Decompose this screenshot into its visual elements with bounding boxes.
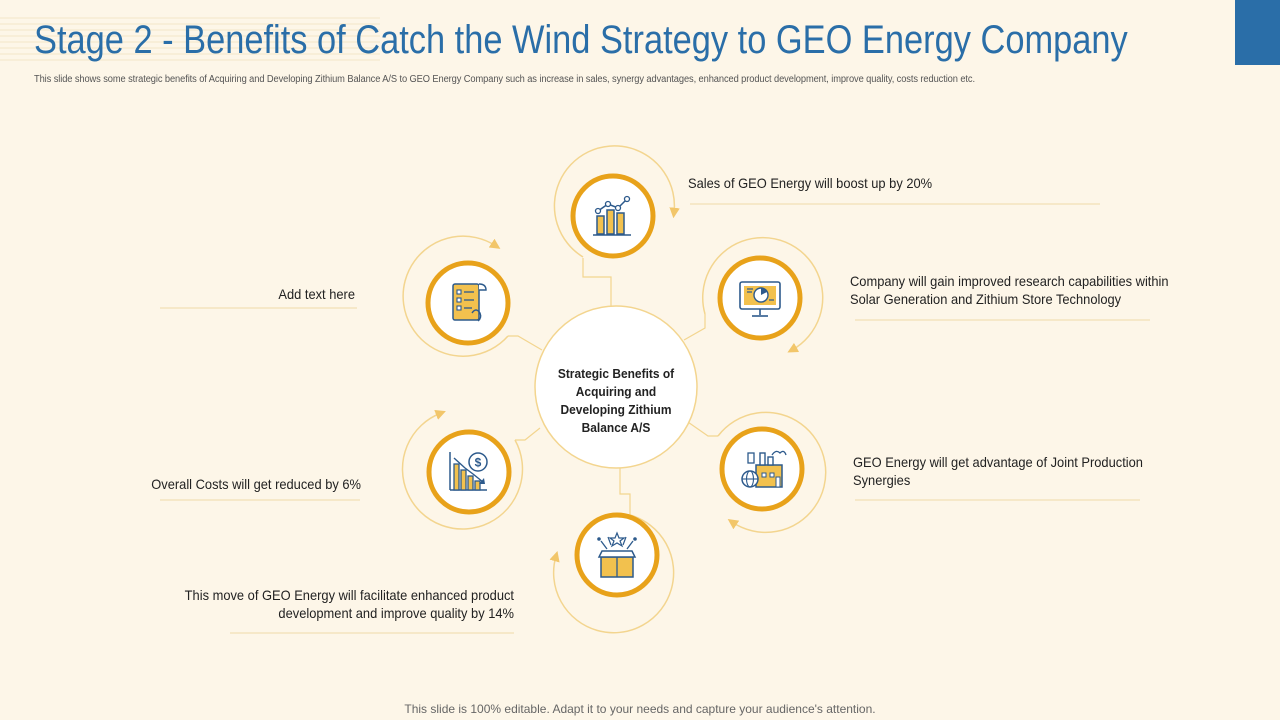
- arc-top: [553, 145, 680, 258]
- title-decoration: [0, 14, 380, 64]
- arc-top-left: [402, 235, 509, 357]
- svg-text:$: $: [475, 456, 482, 470]
- node-bottom-left: [426, 429, 512, 515]
- arc-bottom-right: [717, 411, 827, 534]
- center-circle: [534, 305, 698, 469]
- connector-bottom: [619, 466, 631, 515]
- connector-top: [582, 258, 612, 306]
- arc-bottom-left: [401, 409, 524, 530]
- outer-arcs: [401, 145, 827, 634]
- page-title: Stage 2 - Benefits of Catch the Wind Str…: [34, 18, 1128, 62]
- monitor-analytics-icon: [739, 281, 781, 317]
- connector-top-right: [683, 314, 706, 341]
- arc-top-right: [702, 236, 824, 353]
- bar-chart-growth-icon: [593, 195, 631, 236]
- cost-reduction-chart-icon: $: [449, 452, 488, 491]
- connector-top-left: [508, 335, 543, 351]
- connector-bottom-left: [515, 427, 541, 441]
- footer-note: This slide is 100% editable. Adapt it to…: [404, 702, 876, 716]
- corner-accent-bar: [1235, 0, 1280, 65]
- benefit-label-add-text: Add text here: [278, 286, 355, 302]
- benefit-label-costs: Overall Costs will get reduced by 6%: [151, 476, 361, 492]
- factory-globe-icon: [741, 450, 787, 488]
- arc-bottom: [549, 514, 675, 634]
- benefit-label-synergies: GEO Energy will get advantage of Joint P…: [853, 454, 1143, 488]
- center-label: Strategic Benefits of Acquiring and Deve…: [557, 366, 675, 435]
- benefit-label-research: Company will gain improved research capa…: [850, 273, 1169, 307]
- page-subtitle: This slide shows some strategic benefits…: [34, 74, 975, 85]
- connector-bottom-right: [684, 419, 718, 437]
- benefit-label-product-development: This move of GEO Energy will facilitate …: [184, 587, 515, 621]
- label-underlines: [160, 203, 1150, 634]
- title-decoration-lines: [0, 17, 380, 61]
- document-checklist-icon: [452, 283, 487, 322]
- benefit-label-sales: Sales of GEO Energy will boost up by 20%: [688, 175, 933, 191]
- connector-lines: [508, 258, 718, 515]
- product-box-stars-icon: [597, 531, 637, 578]
